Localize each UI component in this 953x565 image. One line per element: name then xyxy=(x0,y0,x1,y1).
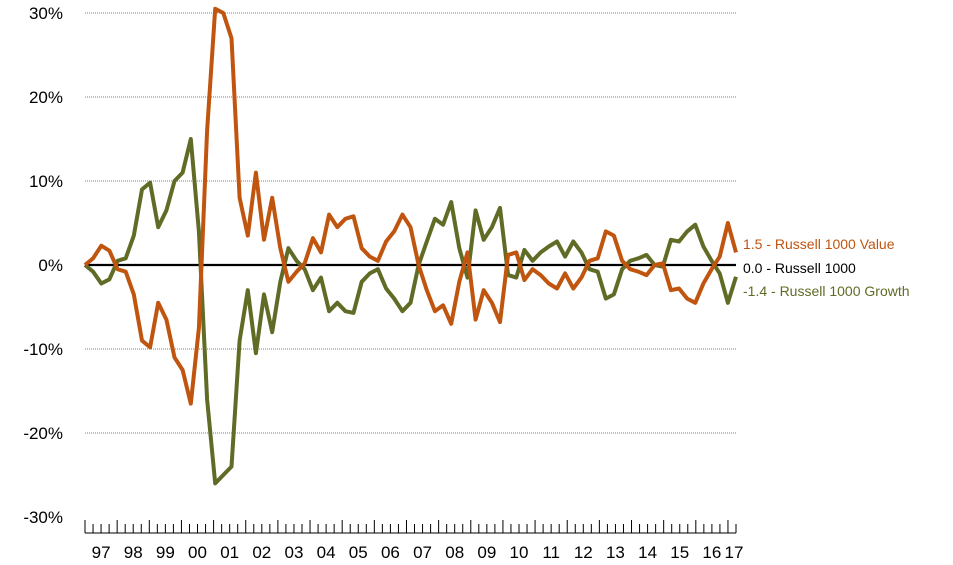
series-end-label: 1.5 - Russell 1000 Value xyxy=(743,236,895,252)
x-tick-label: 08 xyxy=(445,543,464,562)
x-tick-label: 17 xyxy=(725,543,744,562)
series-lines xyxy=(83,6,738,486)
series-line-russell-1000-value xyxy=(83,6,738,406)
series-end-label: 0.0 - Russell 1000 xyxy=(743,260,856,276)
x-tick-label: 97 xyxy=(92,543,111,562)
x-tick-label: 04 xyxy=(317,543,336,562)
x-tick-label: 12 xyxy=(574,543,593,562)
x-tick-label: 11 xyxy=(542,543,560,562)
x-tick-label: 00 xyxy=(188,543,207,562)
series-end-labels: 1.5 - Russell 1000 Value 0.0 - Russell 10… xyxy=(743,236,910,299)
x-tick-label: 15 xyxy=(670,543,689,562)
x-tick-label: 10 xyxy=(510,543,529,562)
x-axis: 97 98 99 00 01 02 03 04 05 06 07 08 09 10 11 12 13 14 15 16… xyxy=(84,520,744,562)
y-tick-label: -30% xyxy=(23,508,63,527)
y-tick-label: 10% xyxy=(29,172,63,191)
x-tick-label: 98 xyxy=(124,543,143,562)
x-tick-label: 09 xyxy=(477,543,496,562)
x-tick-label: 14 xyxy=(638,543,657,562)
y-tick-label: 20% xyxy=(29,88,63,107)
y-axis-tick-labels: 30% 20% 10% 0% -10% -20% -30% xyxy=(23,4,63,527)
x-tick-label: 02 xyxy=(252,543,271,562)
series-line-russell-1000-growth xyxy=(83,137,738,486)
x-tick-label: 07 xyxy=(413,543,432,562)
series-end-label: -1.4 - Russell 1000 Growth xyxy=(743,283,910,299)
x-tick-label: 01 xyxy=(220,543,239,562)
x-tick-label: 05 xyxy=(349,543,368,562)
y-tick-label: 0% xyxy=(38,256,63,275)
x-tick-label: 99 xyxy=(156,543,175,562)
x-tick-label: 16 xyxy=(702,543,721,562)
y-tick-label: -20% xyxy=(23,424,63,443)
y-tick-label: -10% xyxy=(23,340,63,359)
x-tick-label: 03 xyxy=(285,543,304,562)
x-tick-label: 06 xyxy=(381,543,400,562)
x-tick-label: 13 xyxy=(606,543,625,562)
y-tick-label: 30% xyxy=(29,4,63,23)
